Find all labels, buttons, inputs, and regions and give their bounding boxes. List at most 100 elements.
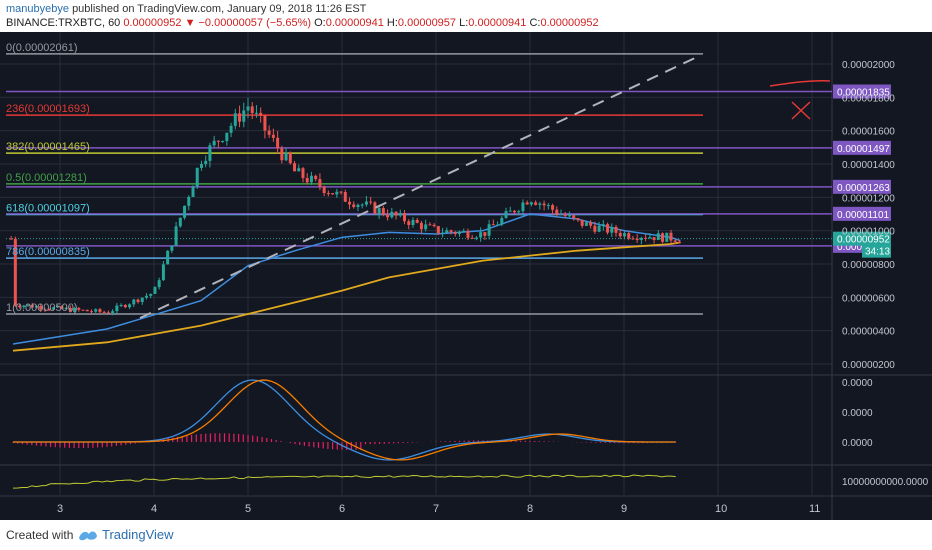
candle-body: [267, 130, 271, 135]
grid: [0, 32, 932, 520]
candle-body: [415, 219, 419, 223]
candle-body: [280, 148, 284, 161]
candle-body: [199, 164, 203, 168]
candle-body: [584, 222, 588, 226]
y-tick-label: 0.00000800: [842, 260, 895, 271]
candle-body: [35, 306, 38, 308]
candle-body: [30, 304, 34, 308]
macd-pane: 0.0000 0.0000 0.0000: [12, 378, 873, 461]
candle-body: [43, 309, 47, 311]
candle-body: [546, 205, 550, 207]
candle-body: [360, 204, 364, 206]
price-badge-bg: [833, 231, 891, 246]
publish-info: manubyebye published on TradingView.com,…: [6, 3, 366, 15]
candle-body: [187, 196, 191, 206]
candle-body: [18, 305, 22, 308]
candle-body: [297, 168, 301, 172]
candle-body: [377, 207, 381, 214]
candle-body: [81, 309, 85, 311]
ohlc-low: 0.00000941: [468, 17, 527, 29]
candle-body: [343, 192, 347, 202]
fib-labels: 0(0.00002061) 236(0.00001693) 382(0.000014…: [6, 42, 90, 314]
candle-body: [470, 237, 474, 239]
x-tick-label: 5: [245, 503, 251, 515]
candle-body: [381, 207, 385, 215]
candle-body: [419, 222, 423, 230]
ohlc-open-label: O:: [314, 17, 326, 29]
candle-body: [94, 309, 98, 312]
candle-body: [563, 214, 567, 217]
candle-body: [144, 295, 148, 298]
x-tick-label: 9: [621, 503, 627, 515]
author-link[interactable]: manubyebye: [6, 3, 69, 15]
candle-body: [639, 237, 643, 240]
candle-body: [271, 134, 275, 138]
candle-body: [491, 224, 495, 226]
ohlc-close-label: C:: [529, 17, 541, 29]
candle-body: [233, 113, 237, 126]
macd-tick-label: 0.0000: [842, 438, 873, 449]
candle-body: [331, 193, 335, 195]
time-axis[interactable]: 3 4 5 6 7 8 9 10 11: [57, 503, 820, 515]
candle-body: [517, 211, 521, 213]
volume-pane: 10000000000.0000: [12, 474, 929, 489]
candle-body: [479, 232, 483, 238]
fib-618-label: 618(0.00001097): [6, 203, 90, 215]
candle-body: [462, 231, 466, 233]
chart-area[interactable]: 0(0.00002061) 236(0.00001693) 382(0.000014…: [0, 32, 932, 520]
ohlc-open: 0.00000941: [325, 17, 384, 29]
candle-body: [432, 224, 436, 227]
y-tick-label: 0.00001000: [842, 227, 895, 238]
candle-body: [26, 304, 30, 306]
price-chart-svg[interactable]: 0(0.00002061) 236(0.00001693) 382(0.000014…: [0, 32, 932, 520]
trend-line-dashed: [139, 57, 696, 319]
candle-body: [254, 112, 258, 114]
x-tick-label: 11: [809, 503, 820, 515]
candle-body: [631, 238, 635, 240]
price-axis[interactable]: 0.00001835 0.00001497 0.00001263 0.00001101…: [833, 60, 895, 371]
candle-body: [85, 309, 89, 312]
candle-body: [512, 210, 516, 213]
candle-body: [238, 113, 242, 122]
candle-body: [407, 221, 411, 225]
candle-body: [373, 202, 377, 214]
candle-body: [487, 224, 491, 236]
candle-body: [652, 237, 656, 241]
drawings: [139, 57, 831, 319]
badge-1263-bg: [833, 179, 891, 194]
created-with-text: Created with: [6, 528, 74, 542]
ma-blue-line: [12, 213, 681, 345]
x-tick-label: 4: [151, 503, 157, 515]
candle-body: [309, 175, 313, 183]
ohlc-low-label: L:: [459, 17, 469, 29]
candle-body: [441, 232, 445, 234]
footer: Created with TradingView: [0, 520, 932, 550]
x-tick-label: 8: [527, 503, 533, 515]
candle-body: [288, 152, 292, 164]
candle-body: [661, 233, 665, 242]
red-x-line-2: [791, 101, 811, 120]
candle-body: [496, 224, 500, 226]
ohlc-high: 0.00000957: [397, 17, 457, 29]
candle-body: [386, 214, 390, 218]
badge-1497-bg: [833, 140, 891, 155]
candle-body: [322, 186, 326, 194]
candle-body: [293, 163, 297, 172]
candle-body: [656, 233, 660, 241]
candle-body: [246, 106, 250, 111]
timer-badge-bg: [862, 244, 891, 258]
symbol-label[interactable]: BINANCE:TRXBTC, 60: [6, 17, 121, 29]
candle-body: [216, 140, 220, 142]
badge-1263: 0.00001263: [837, 183, 890, 194]
candle-body: [551, 205, 555, 210]
candle-body: [673, 240, 677, 242]
candle-body: [445, 230, 449, 233]
tradingview-brand[interactable]: TradingView: [102, 527, 174, 542]
candle-body: [453, 232, 457, 234]
candle-body: [157, 280, 161, 288]
y-tick-label: 0.00002000: [842, 60, 895, 71]
macd-line: [13, 379, 676, 461]
fib-levels: [6, 53, 703, 315]
macd-tick-label: 0.0000: [842, 378, 873, 389]
candle-body: [314, 175, 318, 180]
